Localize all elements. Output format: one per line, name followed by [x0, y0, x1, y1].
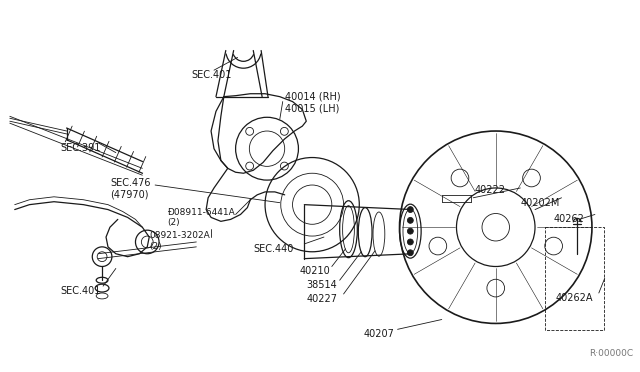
Text: 40227: 40227: [307, 294, 337, 304]
Circle shape: [408, 239, 413, 245]
Text: 40222: 40222: [474, 185, 505, 195]
Text: 40262A: 40262A: [556, 293, 593, 303]
Text: 40262: 40262: [554, 215, 584, 224]
Text: SEC.476
(47970): SEC.476 (47970): [110, 178, 150, 200]
Circle shape: [408, 217, 413, 223]
Text: R·00000C: R·00000C: [589, 349, 633, 358]
Text: SEC.440: SEC.440: [253, 244, 294, 254]
Text: 40202M: 40202M: [520, 198, 559, 208]
Text: 08921-3202A
(2): 08921-3202A (2): [149, 231, 210, 251]
Text: SEC.391: SEC.391: [61, 143, 101, 153]
Bar: [545, 227, 604, 330]
Text: SEC.401: SEC.401: [61, 286, 101, 296]
Text: SEC.401: SEC.401: [191, 70, 232, 80]
Circle shape: [408, 228, 413, 234]
Circle shape: [408, 250, 413, 256]
Text: 40014 (RH)
40015 (LH): 40014 (RH) 40015 (LH): [285, 92, 340, 113]
Circle shape: [408, 206, 413, 212]
Text: 38514: 38514: [307, 280, 337, 290]
Text: Ð08911-6441A
(2): Ð08911-6441A (2): [167, 208, 235, 227]
Text: 40207: 40207: [364, 329, 394, 339]
Text: 40210: 40210: [300, 266, 330, 276]
